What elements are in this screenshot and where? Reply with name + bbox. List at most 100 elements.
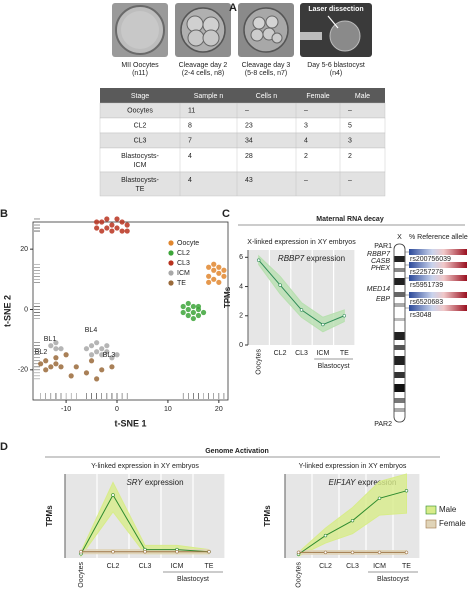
point bbox=[404, 489, 409, 493]
y-tick-label: -20 bbox=[18, 367, 28, 374]
point bbox=[53, 340, 59, 346]
gene-label: CASB bbox=[371, 258, 390, 265]
subtitle-text: expression bbox=[358, 478, 397, 487]
table-cell: 11 bbox=[188, 107, 195, 114]
y-tick-label: 0 bbox=[239, 342, 243, 349]
point bbox=[53, 361, 59, 367]
point bbox=[63, 352, 69, 358]
table-cell: 2 bbox=[348, 153, 352, 160]
legend-swatch bbox=[425, 505, 437, 515]
point bbox=[48, 343, 54, 349]
point bbox=[119, 228, 125, 234]
legend-label: CL3 bbox=[177, 260, 190, 267]
point bbox=[190, 309, 196, 316]
subtitle-text: expression bbox=[306, 254, 345, 263]
point bbox=[200, 309, 207, 316]
point bbox=[207, 549, 211, 554]
point bbox=[104, 349, 110, 355]
x-tick-label: CL2 bbox=[107, 563, 120, 570]
table-cell: 4 bbox=[188, 177, 192, 184]
point bbox=[206, 273, 212, 279]
image-caption: MII Oocytes (n11) bbox=[121, 62, 159, 77]
point bbox=[278, 283, 282, 287]
gene-name: RBBP7 bbox=[278, 254, 305, 263]
column-stripe bbox=[161, 474, 193, 558]
x-axis-label: t-SNE 1 bbox=[114, 418, 146, 428]
gene-label: RBBP7 bbox=[367, 251, 391, 258]
table-cell: Blastocysts- ICM bbox=[121, 153, 159, 169]
point bbox=[109, 228, 115, 234]
point bbox=[211, 261, 217, 267]
annotation: BL4 bbox=[85, 327, 98, 334]
table-row-bg bbox=[99, 171, 386, 197]
table-cell: Oocytes bbox=[127, 107, 153, 114]
panel-label: B bbox=[0, 208, 8, 220]
table-cell: – bbox=[245, 107, 249, 114]
table-cell: 43 bbox=[245, 177, 253, 184]
point bbox=[43, 358, 49, 364]
x-tick-label: CL2 bbox=[319, 563, 332, 570]
legend-label: Male bbox=[439, 505, 457, 514]
column-stripe bbox=[248, 250, 269, 345]
point bbox=[94, 376, 100, 382]
table-cell: CL3 bbox=[134, 137, 147, 144]
legend-swatch bbox=[168, 270, 174, 276]
point bbox=[99, 219, 105, 225]
point bbox=[323, 550, 328, 555]
x-tick-label: 10 bbox=[164, 406, 172, 413]
image-caption-line: (5-8 cells, n7) bbox=[245, 70, 287, 77]
gene-label: EBP bbox=[376, 296, 390, 303]
point bbox=[180, 303, 186, 310]
x-tick-label: 0 bbox=[115, 406, 119, 413]
y-tick-label: 4 bbox=[239, 283, 243, 290]
subtitle-text: expression bbox=[145, 478, 184, 487]
legend-label: ICM bbox=[177, 270, 190, 277]
panel-label: C bbox=[222, 208, 230, 220]
point bbox=[180, 309, 186, 316]
point bbox=[104, 343, 110, 349]
point bbox=[221, 273, 227, 279]
y-axis-label: TPMs bbox=[263, 505, 272, 527]
table-cell: 4 bbox=[304, 137, 308, 144]
image-caption-line: Cleavage day 2 bbox=[179, 62, 228, 69]
image-caption-line: Day 5-6 blastocyst bbox=[307, 62, 365, 69]
allele-bar bbox=[409, 262, 467, 268]
x-tick-label: CL3 bbox=[139, 563, 152, 570]
point bbox=[88, 343, 95, 349]
point bbox=[114, 352, 120, 358]
table-cell: 3 bbox=[348, 137, 352, 144]
point bbox=[211, 276, 217, 282]
point bbox=[58, 364, 64, 370]
point bbox=[53, 355, 59, 361]
point bbox=[111, 549, 115, 554]
plot-frame bbox=[32, 221, 229, 401]
image-caption: Day 5-6 blastocyst (n4) bbox=[307, 62, 365, 77]
point bbox=[124, 222, 130, 228]
table-header-bg bbox=[100, 88, 385, 103]
point bbox=[114, 225, 120, 231]
x-tick-label: Oocytes bbox=[256, 349, 263, 375]
table-header: Cells n bbox=[256, 93, 278, 100]
table-cell: 4 bbox=[188, 153, 192, 160]
point bbox=[94, 219, 100, 225]
table-cell: CL2 bbox=[134, 122, 147, 129]
chart-subtitle: SRY expression bbox=[126, 478, 183, 487]
table-cell: 5 bbox=[348, 122, 352, 129]
column-stripe bbox=[334, 250, 355, 345]
x-tick-label: Oocytes bbox=[295, 562, 302, 588]
snp-label: rs3048 bbox=[410, 312, 432, 319]
y-axis-label: TPMs bbox=[45, 505, 54, 527]
legend-swatch bbox=[168, 280, 174, 286]
table-cell-line: Blastocysts- bbox=[121, 153, 159, 160]
table-cell: 3 bbox=[304, 122, 308, 129]
point bbox=[104, 216, 110, 222]
gene-name: EIF1AY bbox=[329, 478, 357, 487]
legend-swatch bbox=[168, 250, 174, 256]
point bbox=[190, 315, 196, 322]
y-axis-label: TPMs bbox=[223, 286, 232, 308]
chart-subtitle: EIF1AY expression bbox=[329, 478, 397, 487]
point bbox=[38, 361, 44, 367]
table-cell: – bbox=[304, 177, 308, 184]
